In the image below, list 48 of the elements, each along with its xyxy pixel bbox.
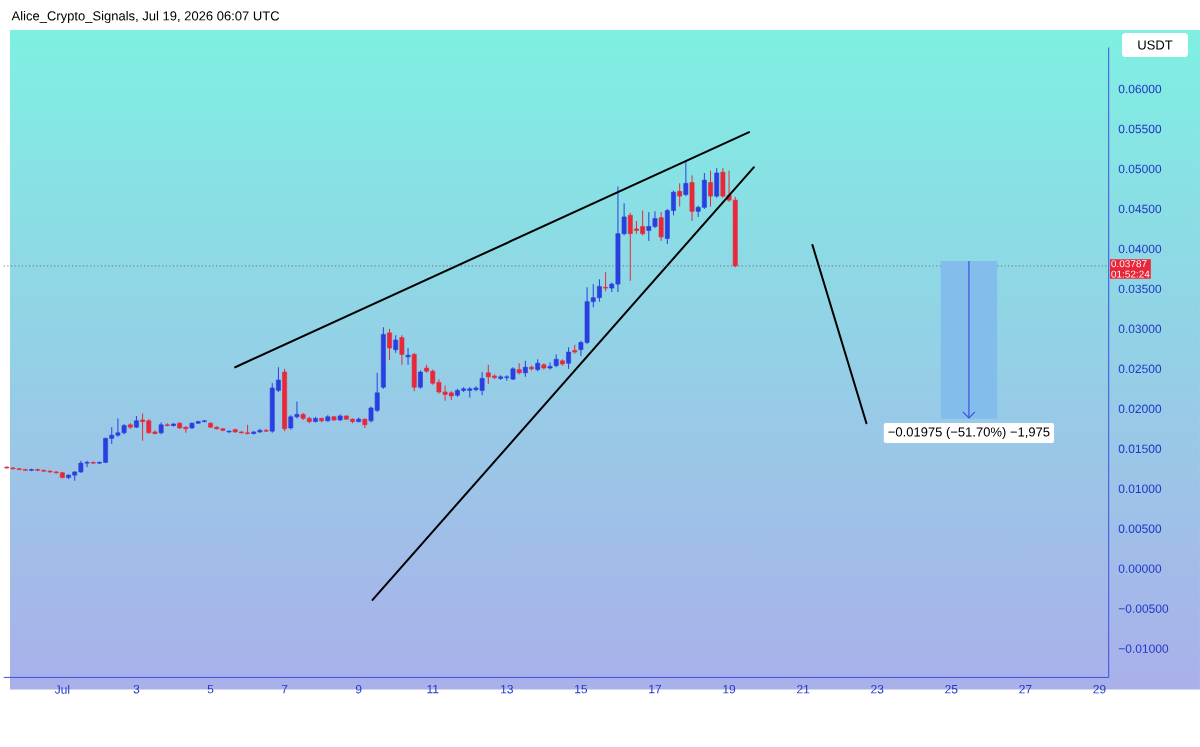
candlestick [405, 347, 411, 366]
y-tick-label: 0.00000 [1118, 564, 1162, 573]
x-tick-label: 27 [1019, 684, 1032, 694]
y-tick-label: 0.01500 [1118, 444, 1162, 454]
x-tick-label: 25 [945, 684, 958, 694]
candlestick [708, 170, 713, 208]
y-tick-label: 0.03000 [1118, 324, 1162, 334]
y-tick-label: 0.04000 [1118, 244, 1162, 254]
y-tick-label: 0.05500 [1118, 124, 1162, 134]
candlestick [603, 271, 608, 292]
x-tick-label: 19 [723, 684, 736, 694]
y-tick-label: 0.01000 [1118, 484, 1162, 493]
candlestick [418, 369, 423, 390]
x-tick-label: Jul [54, 684, 70, 694]
candlestick [547, 361, 553, 371]
y-tick-label: 0.06000 [1118, 84, 1162, 94]
candlestick [658, 211, 664, 242]
candlestick [677, 182, 683, 208]
x-tick-label: 23 [871, 684, 884, 694]
y-tick-label: 0.02000 [1118, 404, 1162, 414]
x-tick-label: 15 [575, 684, 588, 694]
x-tick-label: 7 [281, 684, 288, 694]
candlestick [683, 160, 689, 197]
y-tick-label: 0.05000 [1118, 164, 1162, 174]
x-tick-label: 21 [797, 684, 810, 694]
y-tick-label: −0.00500 [1118, 604, 1169, 613]
y-tick-label: 0.03500 [1118, 284, 1162, 294]
x-tick-label: 13 [501, 684, 513, 694]
candlestick [566, 346, 571, 370]
candlestick [714, 167, 720, 199]
y-tick-label: 0.00500 [1118, 524, 1162, 533]
x-tick-label: 17 [649, 684, 662, 694]
band-label: −0.01975 (−51.70%) −1,975 [888, 426, 1050, 440]
chart-title: Alice_Crypto_Signals, Jul 19, 2026 06:07 UTC [11, 10, 280, 24]
x-tick-label: 3 [133, 684, 140, 694]
candlestick [387, 328, 392, 361]
y-tick-label: 0.02500 [1118, 364, 1162, 374]
x-tick-label: 29 [1093, 684, 1106, 694]
x-tick-label: 9 [355, 684, 362, 694]
x-tick-label: 5 [207, 684, 214, 694]
y-axis-title: USDT [1138, 40, 1173, 50]
y-tick-label: −0.01000 [1118, 644, 1169, 653]
x-tick-label: 11 [427, 684, 439, 694]
y-tick-label: 0.04500 [1118, 204, 1162, 214]
candlestick [226, 429, 232, 434]
text: 01:52:24 [1111, 270, 1150, 278]
candlestick [399, 334, 405, 366]
ref-line-label: 0.03787 [1111, 260, 1147, 268]
